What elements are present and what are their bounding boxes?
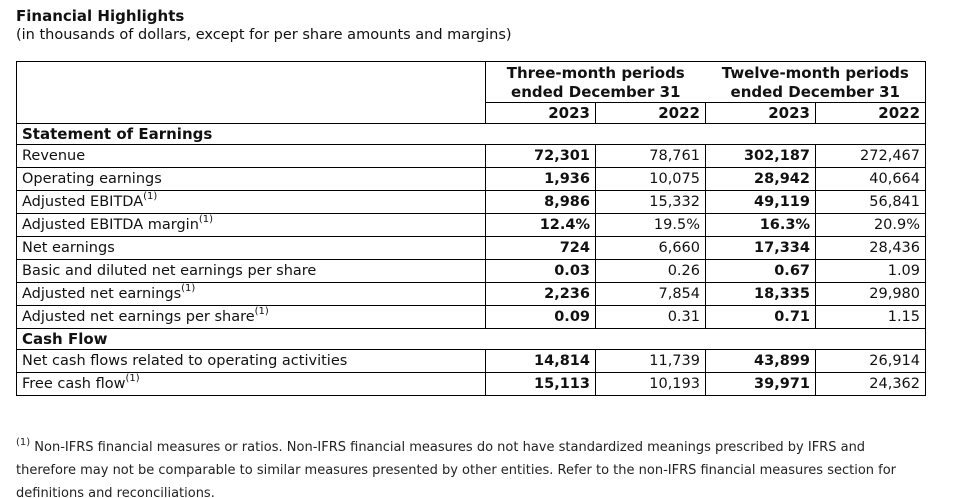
row-label: Free cash flow(1) [16, 372, 486, 396]
value-cell: 14,814 [485, 349, 596, 373]
value-cell: 6,660 [595, 236, 706, 260]
twelve-month-period-header: Twelve-month periods ended December 31 [705, 61, 927, 103]
table-row: Net cash flows related to operating acti… [16, 349, 927, 373]
row-label-text: Adjusted EBITDA [22, 194, 144, 210]
section-title-statement-of-earnings: Statement of Earnings [15, 123, 927, 145]
row-label-text: Revenue [22, 148, 86, 164]
row-label: Adjusted net earnings per share(1) [16, 305, 486, 329]
row-label: Net earnings [16, 236, 486, 260]
footnote-reference: (1) [143, 191, 158, 203]
row-label-text: Adjusted EBITDA margin [22, 217, 199, 233]
financial-highlights-table: Three-month periods ended December 31 Tw… [15, 61, 927, 396]
table-row: Operating earnings 1,936 10,075 28,942 40,66… [16, 167, 927, 191]
footnote-reference: (1) [198, 214, 214, 226]
table-row: Free cash flow(1) 15,113 10,193 39,971 24,36… [16, 372, 927, 396]
value-cell: 72,301 [485, 144, 596, 168]
footnote: (1) Non-IFRS financial measures or ratio… [16, 436, 926, 498]
table-row: Revenue 72,301 78,761 302,187 272,467 [16, 144, 927, 168]
value-cell: 16.3% [705, 213, 816, 237]
table-row: Adjusted EBITDA margin(1) 12.4% 19.5% 16.3%… [16, 213, 927, 237]
value-cell: 1.15 [814, 305, 927, 329]
year-header-twelve-month-2023: 2023 [705, 102, 816, 124]
table-row: Adjusted EBITDA(1) 8,986 15,332 49,119 56,84… [16, 190, 927, 214]
value-cell: 1,936 [485, 167, 596, 191]
twelve-month-header-line2: ended December 31 [730, 83, 900, 101]
table-row: Net earnings 724 6,660 17,334 28,436 [16, 236, 927, 260]
value-cell: 56,841 [814, 190, 927, 214]
row-label: Net cash flows related to operating acti… [16, 349, 486, 373]
footnote-reference: (1) [254, 306, 269, 318]
section-header-row: Statement of Earnings [15, 123, 927, 145]
value-cell: 0.09 [485, 305, 596, 329]
table-row: Basic and diluted net earnings per share… [16, 259, 927, 283]
value-cell: 18,335 [705, 282, 816, 306]
value-cell: 29,980 [814, 282, 927, 306]
value-cell: 28,942 [705, 167, 816, 191]
value-cell: 15,332 [595, 190, 706, 214]
row-label-text: Basic and diluted net earnings per share [22, 263, 317, 279]
value-cell: 15,113 [485, 372, 596, 396]
footnote-text: Non-IFRS financial measures or ratios. N… [16, 440, 897, 498]
value-cell: 0.31 [595, 305, 706, 329]
value-cell: 20.9% [814, 213, 927, 237]
value-cell: 2,236 [485, 282, 596, 306]
twelve-month-header-line1: Twelve-month periods [721, 64, 909, 82]
row-label-text: Adjusted net earnings [22, 286, 182, 302]
row-label-text: Net earnings [22, 240, 115, 256]
value-cell: 8,986 [485, 190, 596, 214]
row-label-text: Operating earnings [22, 171, 162, 187]
value-cell: 302,187 [705, 144, 816, 168]
table-row: Adjusted net earnings per share(1) 0.09 0.… [16, 305, 927, 329]
value-cell: 11,739 [595, 349, 706, 373]
footnote-reference: (1) [181, 283, 196, 295]
header-blank-cell [16, 102, 486, 124]
row-label: Adjusted EBITDA(1) [16, 190, 486, 214]
year-header-twelve-month-2022: 2022 [814, 102, 927, 124]
row-label: Adjusted EBITDA margin(1) [16, 213, 486, 237]
table-row: Adjusted net earnings(1) 2,236 7,854 18,335… [16, 282, 927, 306]
three-month-header-line2: ended December 31 [511, 83, 681, 101]
row-label: Basic and diluted net earnings per share [16, 259, 486, 283]
row-label: Operating earnings [16, 167, 486, 191]
value-cell: 0.26 [595, 259, 706, 283]
header-blank-cell [16, 61, 486, 103]
footnote-reference: (1) [125, 373, 140, 385]
value-cell: 26,914 [814, 349, 927, 373]
row-label-text: Adjusted net earnings per share [22, 309, 255, 325]
value-cell: 724 [485, 236, 596, 260]
value-cell: 12.4% [485, 213, 596, 237]
value-cell: 40,664 [814, 167, 927, 191]
value-cell: 17,334 [705, 236, 816, 260]
header-period-row: Three-month periods ended December 31 Tw… [16, 61, 927, 103]
three-month-header-line1: Three-month periods [506, 64, 685, 82]
value-cell: 24,362 [814, 372, 927, 396]
page-title: Financial Highlights [16, 7, 185, 25]
row-label: Adjusted net earnings(1) [16, 282, 486, 306]
year-header-three-month-2022: 2022 [595, 102, 706, 124]
value-cell: 0.03 [485, 259, 596, 283]
section-title-cash-flow: Cash Flow [15, 328, 927, 350]
value-cell: 272,467 [814, 144, 927, 168]
row-label: Revenue [16, 144, 486, 168]
value-cell: 10,075 [595, 167, 706, 191]
value-cell: 0.67 [705, 259, 816, 283]
section-header-row: Cash Flow [15, 328, 927, 350]
row-label-text: Net cash flows related to operating acti… [22, 353, 348, 369]
value-cell: 43,899 [705, 349, 816, 373]
value-cell: 78,761 [595, 144, 706, 168]
three-month-period-header: Three-month periods ended December 31 [485, 61, 706, 103]
header-year-row: 2023 2022 2023 2022 [16, 102, 927, 124]
page-subtitle: (in thousands of dollars, except for per… [16, 27, 512, 43]
value-cell: 7,854 [595, 282, 706, 306]
footnote-marker: (1) [16, 436, 31, 448]
year-header-three-month-2023: 2023 [485, 102, 596, 124]
value-cell: 1.09 [814, 259, 927, 283]
row-label-text: Free cash flow [22, 376, 126, 392]
value-cell: 10,193 [595, 372, 706, 396]
value-cell: 19.5% [595, 213, 706, 237]
value-cell: 49,119 [705, 190, 816, 214]
value-cell: 39,971 [705, 372, 816, 396]
value-cell: 0.71 [705, 305, 816, 329]
value-cell: 28,436 [814, 236, 927, 260]
